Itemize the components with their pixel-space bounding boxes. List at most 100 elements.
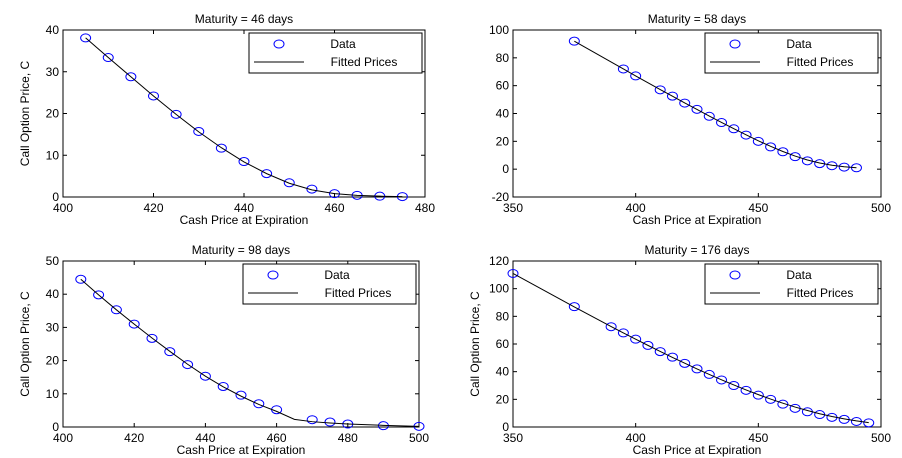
y-tick-label: 30 xyxy=(46,320,60,334)
y-tick-label: 40 xyxy=(496,365,510,379)
legend-label-fitted: Fitted Prices xyxy=(331,55,398,69)
data-point xyxy=(170,109,182,119)
data-point xyxy=(679,98,691,108)
x-tick-label: 500 xyxy=(871,431,891,445)
y-tick-label: 20 xyxy=(496,134,510,148)
x-tick-label: 400 xyxy=(626,201,646,215)
y-tick-label: 100 xyxy=(489,23,509,37)
legend-label-data: Data xyxy=(324,268,350,282)
fitted-prices-line xyxy=(85,37,403,198)
legend-marker-data xyxy=(273,39,285,49)
y-tick-label: 100 xyxy=(489,282,509,296)
data-point xyxy=(765,394,777,404)
data-point xyxy=(752,136,764,146)
data-point xyxy=(110,305,122,315)
data-point xyxy=(617,328,629,338)
data-point xyxy=(728,124,740,134)
legend-label-data: Data xyxy=(330,37,356,51)
y-tick-label: 30 xyxy=(46,65,60,79)
x-tick-label: 480 xyxy=(415,201,435,215)
data-point xyxy=(789,152,801,162)
data-point xyxy=(740,385,752,395)
legend-marker-data xyxy=(729,270,741,280)
chart-title: Maturity = 176 days xyxy=(644,243,749,257)
data-point xyxy=(93,290,105,300)
data-point xyxy=(691,364,703,374)
legend-label-fitted: Fitted Prices xyxy=(325,286,392,300)
y-tick-label: 60 xyxy=(496,337,510,351)
data-point xyxy=(728,381,740,390)
data-point xyxy=(630,71,642,81)
data-point xyxy=(765,142,777,152)
data-point xyxy=(215,143,227,153)
y-tick-label: 80 xyxy=(496,309,510,323)
data-point xyxy=(642,340,654,350)
x-tick-label: 420 xyxy=(143,201,163,215)
data-point xyxy=(261,169,273,179)
y-tick-label: 0 xyxy=(52,420,59,434)
data-point xyxy=(691,104,703,114)
data-point xyxy=(283,178,295,188)
y-tick-label: 80 xyxy=(496,51,510,65)
x-tick-label: 400 xyxy=(626,431,646,445)
data-point xyxy=(306,415,318,425)
legend-label-data: Data xyxy=(786,37,812,51)
y-tick-label: 60 xyxy=(496,79,510,93)
data-point xyxy=(863,418,875,428)
x-axis-label: Cash Price at Expiration xyxy=(633,443,762,457)
y-tick-label: 20 xyxy=(46,354,60,368)
data-point xyxy=(666,352,678,362)
legend: Data Fitted Prices xyxy=(704,263,879,305)
data-point xyxy=(125,72,137,82)
x-tick-label: 420 xyxy=(124,431,144,445)
fitted-prices-line xyxy=(512,273,869,424)
data-point xyxy=(80,33,92,43)
data-point xyxy=(182,360,194,370)
chart-panel-1: 400 420 440 460 480 0 10 20 30 40 Maturity = 46 da… xyxy=(18,12,435,227)
x-tick-label: 350 xyxy=(503,201,523,215)
y-tick-label: 50 xyxy=(46,254,60,268)
data-point xyxy=(253,399,265,409)
data-point xyxy=(777,399,789,409)
data-point xyxy=(568,302,580,312)
x-tick-label: 480 xyxy=(338,431,358,445)
data-point xyxy=(752,390,764,400)
legend-label-data: Data xyxy=(786,268,812,282)
legend-marker-data xyxy=(729,39,741,49)
data-point xyxy=(703,111,715,121)
x-axis-label: Cash Price at Expiration xyxy=(177,443,306,457)
data-point xyxy=(102,53,114,63)
y-tick-label: 10 xyxy=(46,148,60,162)
y-tick-label: 20 xyxy=(46,107,60,121)
legend-label-fitted: Fitted Prices xyxy=(787,55,854,69)
x-tick-label: 440 xyxy=(195,431,215,445)
x-tick-label: 500 xyxy=(409,431,429,445)
data-point xyxy=(630,334,642,344)
legend: Data Fitted Prices xyxy=(242,263,417,305)
y-tick-label: 0 xyxy=(502,420,509,434)
data-point xyxy=(777,147,789,157)
x-tick-label: 460 xyxy=(324,201,344,215)
fitted-prices-line xyxy=(574,40,857,169)
y-tick-label: 120 xyxy=(489,254,509,268)
data-point xyxy=(703,369,715,379)
chart-panel-4: 350 400 450 500 0 20 40 60 80 100 120 Maturity = 17… xyxy=(468,243,891,457)
chart-title: Maturity = 98 days xyxy=(192,243,290,257)
fitted-prices-line xyxy=(80,278,420,427)
chart-title: Maturity = 58 days xyxy=(648,12,746,26)
data-point xyxy=(740,130,752,140)
data-point xyxy=(716,375,728,385)
y-tick-label: 10 xyxy=(46,387,60,401)
data-point xyxy=(306,184,318,194)
data-point xyxy=(679,358,691,368)
y-axis-label: Call Option Price, C xyxy=(18,60,32,166)
x-tick-label: 440 xyxy=(234,201,254,215)
x-tick-label: 350 xyxy=(503,431,523,445)
y-axis-label: Call Option Price, C xyxy=(468,291,482,397)
y-tick-label: 40 xyxy=(46,23,60,37)
data-point xyxy=(148,91,159,101)
legend: Data Fitted Prices xyxy=(704,32,879,74)
data-point xyxy=(507,268,519,278)
x-axis-label: Cash Price at Expiration xyxy=(180,213,309,227)
